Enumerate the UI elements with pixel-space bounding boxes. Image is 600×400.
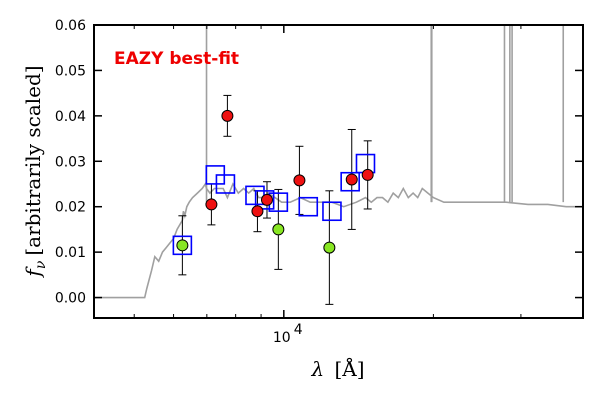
y-tick-label: 0.03: [55, 154, 86, 170]
model-flux-square: [322, 201, 342, 222]
model-flux-square: [254, 190, 275, 210]
y-tick-label: 0.04: [55, 109, 86, 125]
y-tick-label: 0.01: [55, 245, 86, 261]
plot-area: [94, 25, 583, 305]
observed-point: [345, 173, 358, 186]
observed-point-green: [272, 223, 285, 236]
observed-point-green: [176, 239, 189, 252]
plot-frame: [93, 24, 584, 319]
x-tick-label-exponent: 4: [294, 322, 303, 338]
model-flux-square: [298, 196, 319, 217]
observed-point-green: [323, 241, 336, 254]
model-flux-square: [215, 174, 236, 194]
observed-point: [293, 174, 306, 187]
observed-point: [205, 198, 218, 211]
axis-ticks: 0.00 0.01 0.02 0.03 0.04 0.05 0.06 10 4: [55, 18, 584, 346]
observed-point: [260, 193, 273, 206]
x-tick-label: 10: [273, 330, 291, 346]
y-tick-label: 0.05: [55, 63, 86, 79]
model-flux-square: [172, 235, 193, 256]
chart-annotation: EAZY best-fit: [114, 49, 239, 69]
observed-point: [361, 168, 374, 181]
observed-point: [251, 205, 264, 218]
y-tick-label: 0.06: [55, 18, 86, 34]
y-tick-label: 0.02: [55, 200, 86, 216]
model-flux-square: [340, 171, 360, 192]
y-axis-title: fν[arbitrarily scaled]: [21, 65, 49, 278]
x-axis-title: λ [Å]: [310, 356, 364, 381]
y-tick-label: 0.00: [55, 291, 86, 307]
observed-point: [221, 109, 234, 122]
